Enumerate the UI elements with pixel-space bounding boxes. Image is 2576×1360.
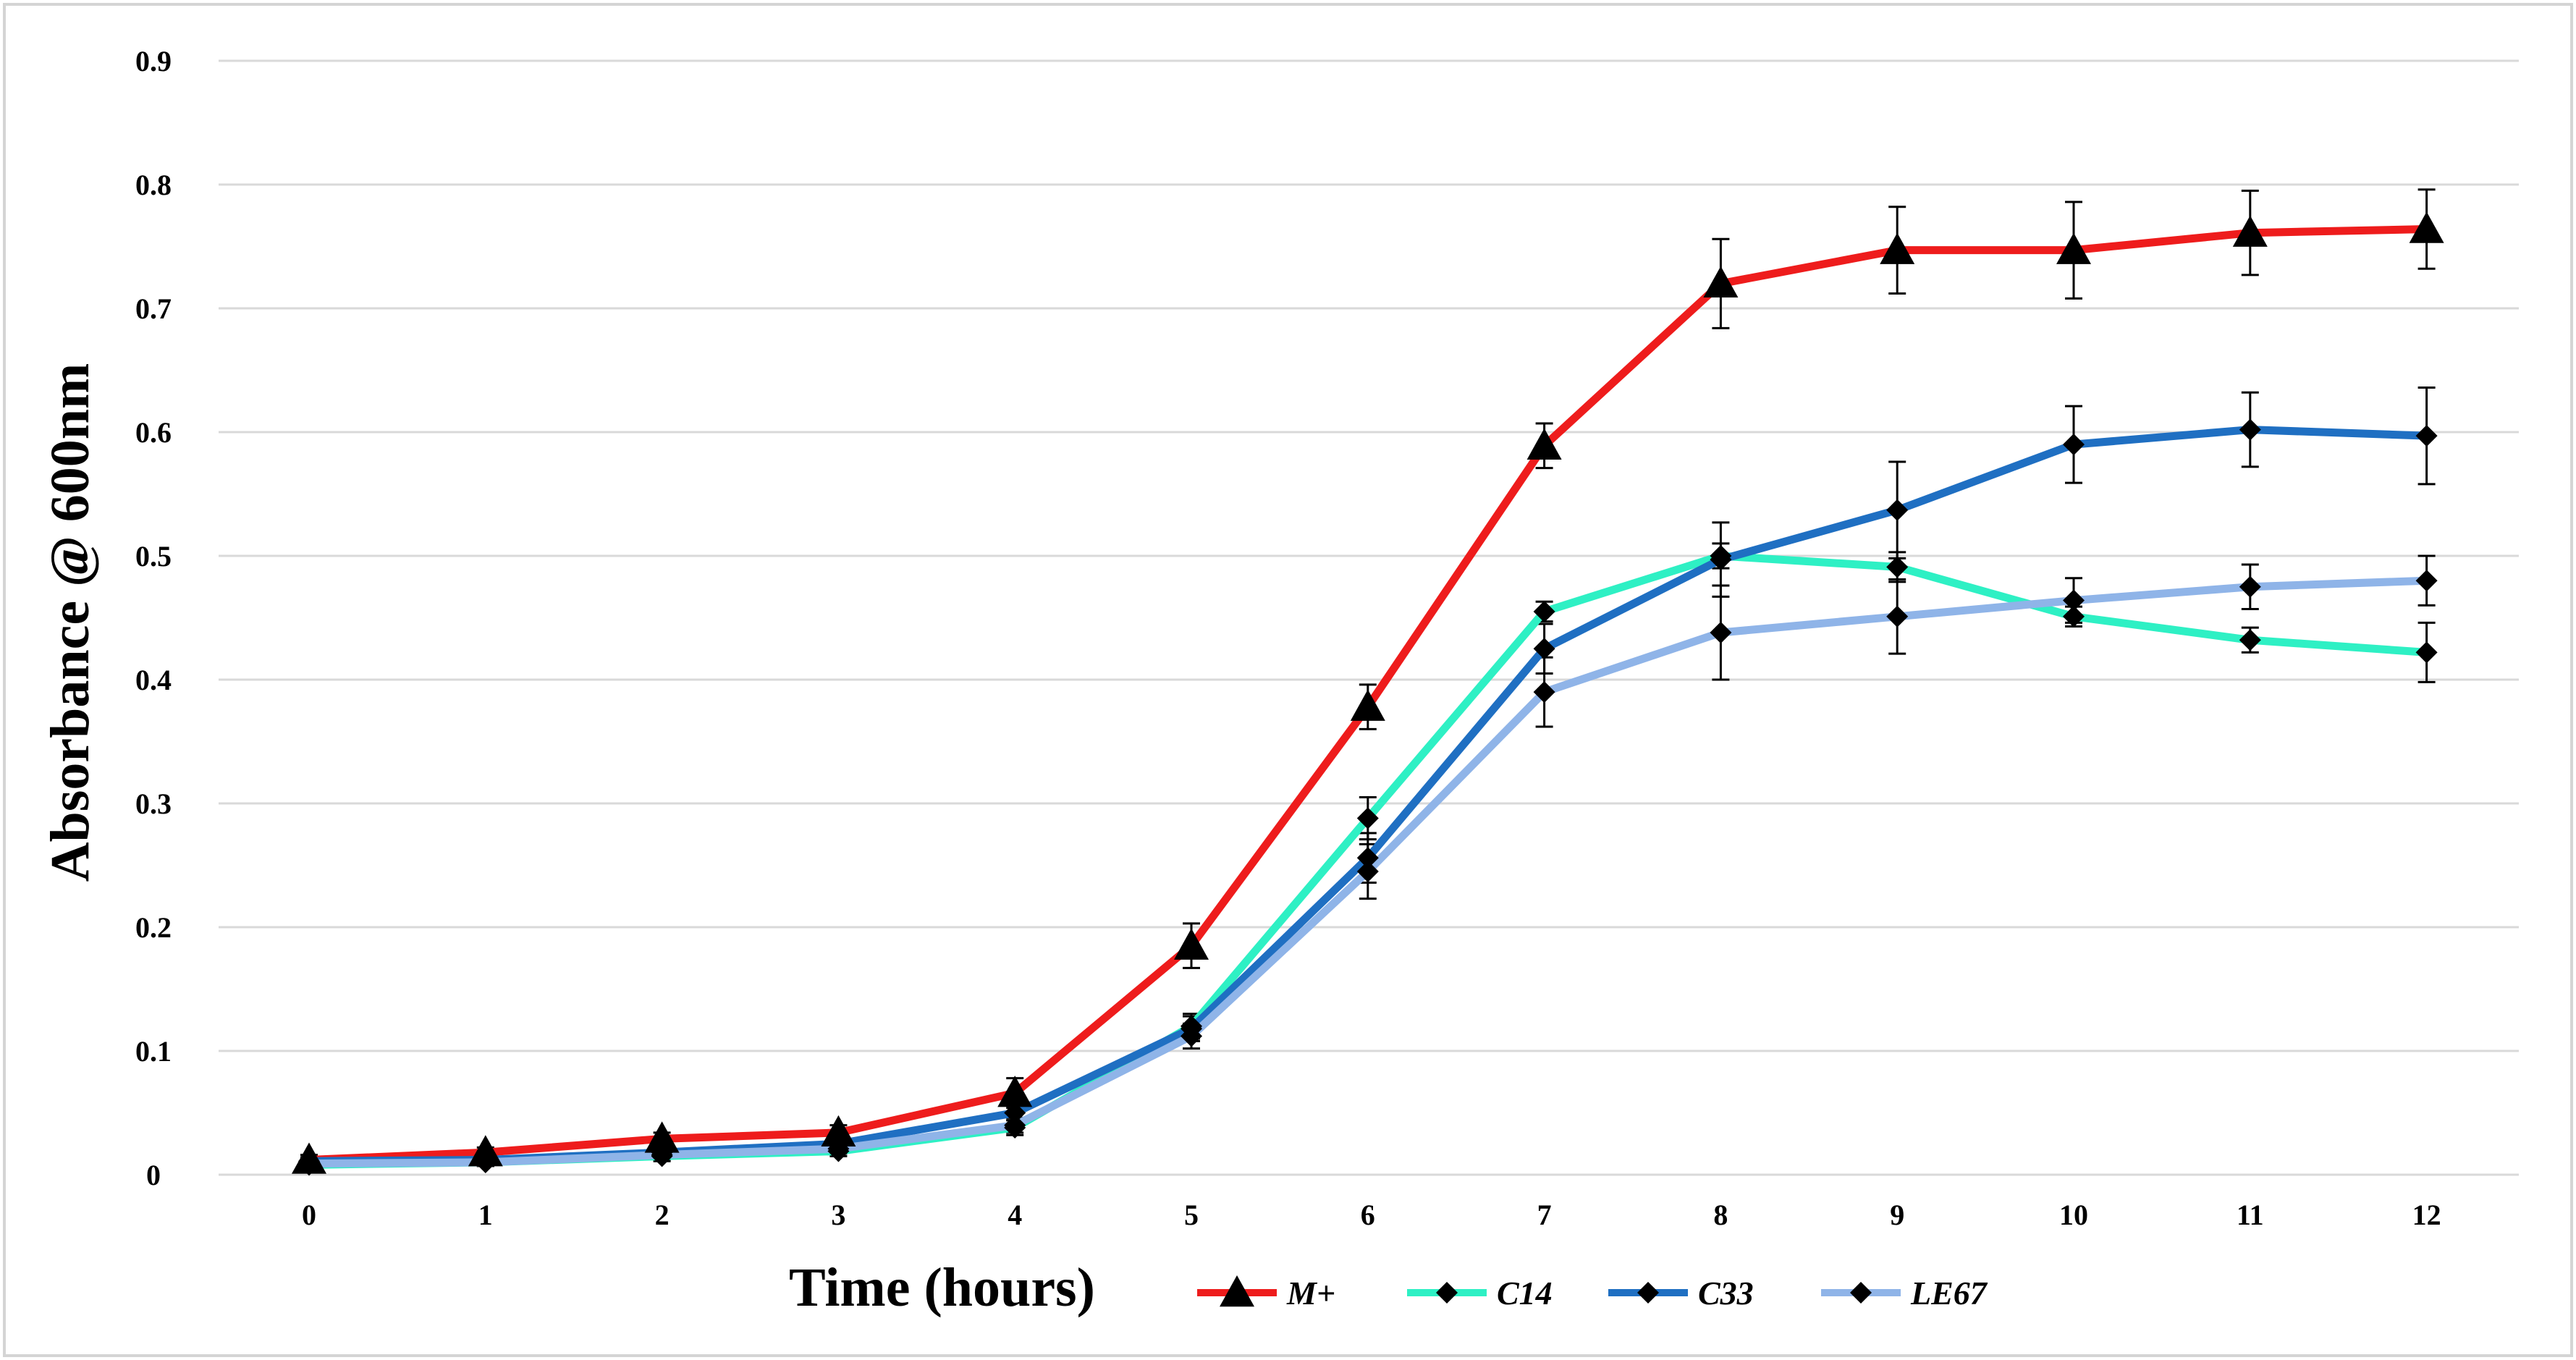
x-tick-label-0: 0 bbox=[302, 1199, 316, 1231]
marker-c33-10 bbox=[2063, 434, 2085, 456]
gridlines bbox=[219, 59, 2519, 1176]
legend-label-c33: C33 bbox=[1698, 1275, 1754, 1312]
marker-le67-6 bbox=[1356, 861, 1379, 883]
marker-m--11 bbox=[2232, 215, 2268, 247]
marker-c33-11 bbox=[2239, 418, 2261, 441]
x-tick-label-7: 7 bbox=[1537, 1199, 1552, 1231]
marker-le67-4 bbox=[1004, 1114, 1026, 1136]
marker-c14-10 bbox=[2063, 605, 2085, 628]
marker-le67-9 bbox=[1886, 605, 1909, 628]
x-tick-label-4: 4 bbox=[1008, 1199, 1022, 1231]
x-tick-label-10: 10 bbox=[2059, 1199, 2088, 1231]
marker-m--4 bbox=[997, 1076, 1033, 1107]
x-tick-label-8: 8 bbox=[1713, 1199, 1728, 1231]
marker-le67-0 bbox=[298, 1152, 320, 1175]
marker-le67-5 bbox=[1181, 1025, 1202, 1047]
marker-m--7 bbox=[1526, 428, 1562, 460]
legend-marker-c33 bbox=[1637, 1282, 1659, 1304]
x-tick-label-1: 1 bbox=[478, 1199, 493, 1231]
marker-m--9 bbox=[1880, 232, 1915, 264]
series-markers bbox=[292, 211, 2444, 1176]
marker-c33-4 bbox=[1004, 1102, 1026, 1124]
marker-m--6 bbox=[1350, 689, 1385, 721]
y-tick-label-9: 0.9 bbox=[135, 45, 172, 77]
y-axis-ticks: 0 0.1 0.2 0.3 0.4 0.5 0.6 0.7 0.8 0.9 bbox=[135, 45, 172, 1191]
marker-le67-2 bbox=[651, 1144, 673, 1166]
legend-label-m-: M+ bbox=[1286, 1275, 1335, 1312]
marker-c14-9 bbox=[1886, 556, 1909, 578]
legend-marker-c14 bbox=[1436, 1282, 1458, 1304]
x-tick-label-12: 12 bbox=[2412, 1199, 2441, 1231]
marker-m--10 bbox=[2056, 232, 2091, 264]
marker-le67-11 bbox=[2239, 575, 2261, 598]
y-tick-label-8: 0.8 bbox=[135, 169, 172, 201]
marker-c14-7 bbox=[1533, 600, 1555, 622]
marker-c14-6 bbox=[1356, 807, 1379, 829]
marker-c33-8 bbox=[1710, 549, 1732, 571]
marker-c33-6 bbox=[1356, 847, 1379, 869]
y-tick-label-0: 0 bbox=[146, 1159, 161, 1191]
marker-c14-11 bbox=[2239, 629, 2261, 651]
legend-marker-le67 bbox=[1850, 1282, 1872, 1304]
marker-c33-7 bbox=[1533, 638, 1555, 660]
marker-c33-12 bbox=[2415, 425, 2438, 447]
y-axis-title: Absorbance @ 600nm bbox=[40, 363, 101, 882]
marker-le67-10 bbox=[2063, 589, 2085, 612]
legend-marker-m- bbox=[1220, 1275, 1254, 1307]
y-tick-label-2: 0.2 bbox=[135, 911, 172, 944]
x-axis-ticks: 0 1 2 3 4 5 6 7 8 9 10 11 12 bbox=[302, 1199, 2441, 1231]
x-tick-label-11: 11 bbox=[2237, 1199, 2264, 1231]
marker-le67-3 bbox=[827, 1138, 850, 1160]
x-tick-label-9: 9 bbox=[1890, 1199, 1904, 1231]
marker-m--3 bbox=[821, 1115, 856, 1147]
marker-m--5 bbox=[1174, 928, 1209, 960]
marker-m--2 bbox=[644, 1121, 680, 1153]
marker-le67-8 bbox=[1710, 622, 1732, 644]
marker-le67-7 bbox=[1533, 681, 1555, 704]
marker-c14-12 bbox=[2415, 641, 2438, 664]
y-tick-label-4: 0.4 bbox=[135, 664, 172, 696]
legend: M+ C14 C33 LE67 bbox=[1197, 1275, 1988, 1312]
marker-m--8 bbox=[1703, 266, 1739, 297]
legend-label-c14: C14 bbox=[1497, 1275, 1553, 1312]
marker-le67-12 bbox=[2415, 570, 2438, 592]
x-tick-label-6: 6 bbox=[1361, 1199, 1375, 1231]
y-tick-label-7: 0.7 bbox=[135, 292, 172, 325]
marker-le67-1 bbox=[474, 1151, 497, 1173]
y-tick-label-3: 0.3 bbox=[135, 787, 172, 820]
x-tick-label-2: 2 bbox=[655, 1199, 670, 1231]
y-tick-label-1: 0.1 bbox=[135, 1035, 172, 1068]
y-tick-label-6: 0.6 bbox=[135, 416, 172, 449]
x-tick-label-3: 3 bbox=[831, 1199, 845, 1231]
x-axis-title: Time (hours) bbox=[789, 1257, 1095, 1318]
legend-label-le67: LE67 bbox=[1910, 1275, 1988, 1312]
marker-m--12 bbox=[2409, 211, 2444, 243]
x-tick-label-5: 5 bbox=[1184, 1199, 1199, 1231]
marker-c33-9 bbox=[1886, 499, 1909, 521]
y-tick-label-5: 0.5 bbox=[135, 540, 172, 573]
